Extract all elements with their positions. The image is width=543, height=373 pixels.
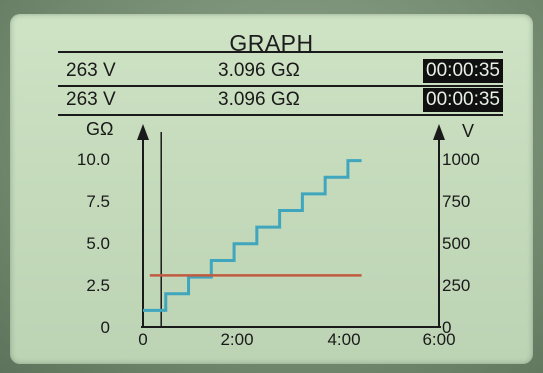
right-tick-label: 1000 bbox=[442, 150, 480, 169]
reading-row: 263 V 3.096 GΩ 00:00:35 bbox=[58, 59, 503, 83]
reading-row: 263 V 3.096 GΩ 00:00:35 bbox=[58, 88, 503, 112]
resistance-reading: 3.096 GΩ bbox=[218, 89, 300, 110]
resistance-trace bbox=[143, 159, 362, 312]
left-tick-label: 10.0 bbox=[76, 150, 110, 169]
right-tick-label: 750 bbox=[442, 192, 471, 211]
right-axis-arrow-icon bbox=[433, 124, 445, 140]
elapsed-time-badge: 00:00:35 bbox=[423, 59, 503, 83]
x-tick-label: 0 bbox=[138, 330, 148, 349]
x-tick-label: 6:00 bbox=[422, 330, 456, 349]
elapsed-time-badge: 00:00:35 bbox=[423, 88, 503, 112]
resistance-reading: 3.096 GΩ bbox=[218, 60, 300, 81]
left-tick-label: 7.5 bbox=[86, 192, 110, 211]
voltage-reading: 263 V bbox=[66, 60, 116, 81]
divider-top bbox=[58, 51, 503, 53]
left-axis-unit: GΩ bbox=[86, 119, 114, 139]
voltage-reading: 263 V bbox=[66, 89, 116, 110]
divider-mid bbox=[58, 85, 503, 87]
left-tick-label: 2.5 bbox=[86, 276, 110, 295]
right-tick-label: 250 bbox=[442, 276, 471, 295]
right-axis-unit: V bbox=[462, 121, 475, 141]
left-axis-arrow-icon bbox=[137, 124, 149, 140]
right-tick-label: 0 bbox=[442, 318, 452, 337]
right-tick-label: 500 bbox=[442, 234, 471, 253]
left-tick-label: 0 bbox=[100, 318, 110, 337]
left-tick-label: 5.0 bbox=[86, 234, 110, 253]
x-tick-label: 4:00 bbox=[327, 330, 361, 349]
divider-bottom bbox=[58, 114, 503, 116]
x-tick-label: 2:00 bbox=[220, 330, 254, 349]
